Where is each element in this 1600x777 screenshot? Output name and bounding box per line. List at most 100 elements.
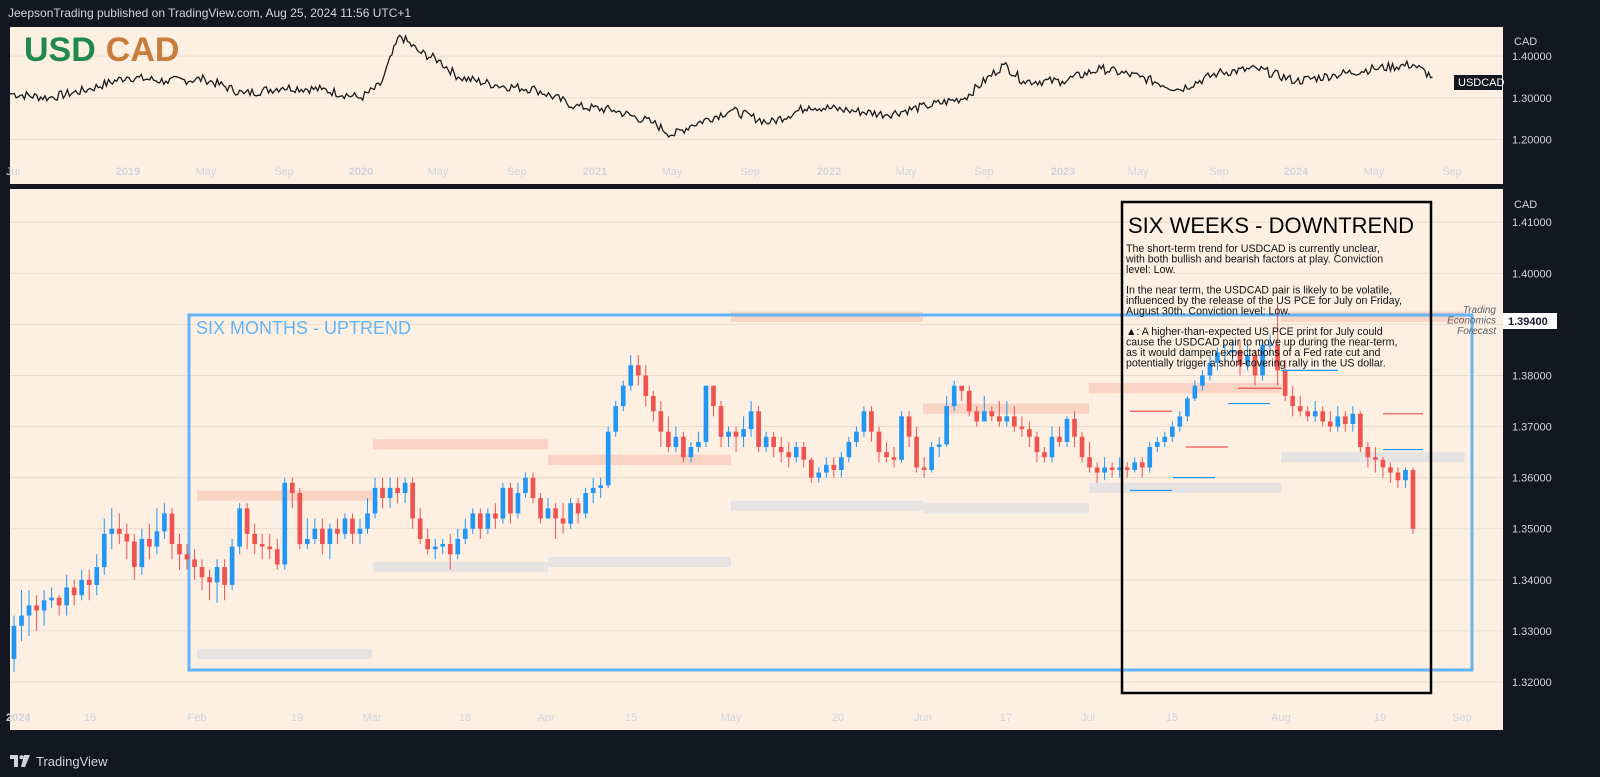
candle-down: [177, 544, 182, 555]
brand-label: TradingView: [36, 753, 108, 769]
candle-down: [1327, 421, 1333, 427]
candle-up: [703, 385, 709, 442]
candle-down: [733, 431, 739, 437]
main-y-tick-label: 1.34000: [1512, 575, 1552, 587]
candle-down: [192, 559, 197, 568]
top-chart-title: USD CAD: [24, 31, 179, 69]
candle-up: [49, 597, 54, 601]
candle-down: [1275, 344, 1280, 371]
candle-up: [1260, 344, 1265, 376]
candle-down: [350, 518, 355, 534]
candle-up: [282, 482, 288, 565]
candle-up: [1267, 344, 1273, 346]
main-x-tick-label: Jul: [1081, 712, 1095, 724]
candle-up: [1169, 426, 1175, 437]
candle-up: [515, 492, 521, 514]
annotation-line: potentially trigger a short-covering ral…: [1126, 357, 1386, 369]
candle-down: [553, 508, 558, 519]
candle-up: [26, 605, 32, 616]
top-x-tick-label: Sep: [1209, 166, 1229, 178]
top-x-tick-label: Sep: [974, 166, 994, 178]
candle-down: [786, 452, 792, 458]
main-x-tick-label: 20: [832, 712, 844, 724]
candle-up: [327, 528, 333, 545]
publish-info: JeepsonTrading published on TradingView.…: [8, 6, 412, 20]
candle-down: [259, 544, 265, 547]
top-y-tick-label: 1.40000: [1512, 51, 1552, 63]
zone-band: [923, 403, 1089, 414]
top-x-tick-label: 2023: [1051, 166, 1075, 178]
candle-up: [1230, 349, 1235, 353]
candle-down: [1282, 370, 1288, 396]
candle-down: [1395, 472, 1401, 481]
candle-down: [884, 452, 889, 458]
candle-up: [748, 411, 754, 430]
annotation-line: level: Low.: [1126, 264, 1175, 276]
uptrend-box: [187, 313, 1474, 672]
main-y-axis: 1.32000 1.33000 1.34000 1.35000 1.36000 1.370…: [1512, 217, 1552, 689]
candle-up: [229, 546, 235, 585]
downtrend-title: SIX WEEKS - DOWNTREND: [1128, 213, 1414, 238]
candle-up: [688, 447, 694, 458]
candle-down: [650, 395, 656, 412]
supply-demand-zones: [197, 311, 1465, 660]
candle-up: [154, 531, 160, 547]
annotation-line: ▲: A higher-than-expected US PCE print f…: [1126, 326, 1383, 338]
candle-up: [485, 513, 491, 529]
candle-down: [267, 546, 273, 550]
top-x-tick-label: May: [428, 166, 449, 178]
top-x-tick-label: May: [896, 166, 917, 178]
main-grid: [10, 221, 1503, 683]
candle-up: [620, 385, 626, 407]
candle-down: [417, 518, 423, 539]
candle-down: [274, 549, 280, 565]
title-usd: USD: [24, 31, 96, 69]
candle-up: [1117, 467, 1122, 470]
candle-down: [959, 385, 965, 391]
zone-band: [1089, 482, 1281, 493]
candle-down: [289, 482, 295, 493]
candle-down: [1297, 406, 1303, 412]
candle-up: [19, 615, 24, 626]
main-x-tick-label: 17: [1000, 712, 1012, 724]
candle-up: [1192, 385, 1198, 399]
candle-up: [94, 567, 100, 585]
candle-up: [605, 431, 611, 486]
symbol-badge: USDCAD: [1458, 77, 1505, 89]
candle-up: [109, 528, 115, 534]
candle-down: [1019, 426, 1025, 430]
annotation-line: In the near term, the USDCAD pair is lik…: [1126, 285, 1392, 297]
candle-down: [244, 508, 250, 534]
candle-down: [71, 587, 77, 596]
candle-up: [79, 579, 85, 596]
tradingview-brand[interactable]: TradingView: [10, 754, 108, 769]
zone-band: [731, 311, 923, 322]
candle-up: [462, 528, 468, 539]
main-x-tick-label: Sep: [1452, 712, 1472, 724]
annotation-line: influenced by the release of the US PCE …: [1126, 295, 1402, 307]
main-x-tick-label: 15: [625, 712, 637, 724]
candle-up: [726, 431, 731, 437]
candle-up: [545, 508, 551, 519]
candle-down: [493, 513, 498, 519]
candle-up: [455, 538, 461, 555]
top-x-tick-label: Sep: [274, 166, 294, 178]
candle-down: [756, 411, 761, 447]
candle-up: [673, 436, 679, 447]
main-currency-label: CAD: [1514, 199, 1537, 211]
candle-down: [1109, 467, 1115, 470]
candle-up: [440, 544, 446, 547]
candle-down: [222, 567, 227, 585]
zone-band: [1281, 311, 1465, 322]
candle-down: [921, 467, 927, 470]
candle-up: [432, 546, 438, 550]
candle-down: [530, 477, 536, 499]
top-x-tick-label: Sep: [1442, 166, 1462, 178]
candle-up: [162, 513, 167, 532]
candle-down: [1124, 467, 1130, 470]
candle-down: [966, 390, 972, 412]
top-x-tick-label: 2021: [583, 166, 607, 178]
candle-down: [1252, 355, 1258, 376]
candle-down: [1094, 467, 1100, 473]
